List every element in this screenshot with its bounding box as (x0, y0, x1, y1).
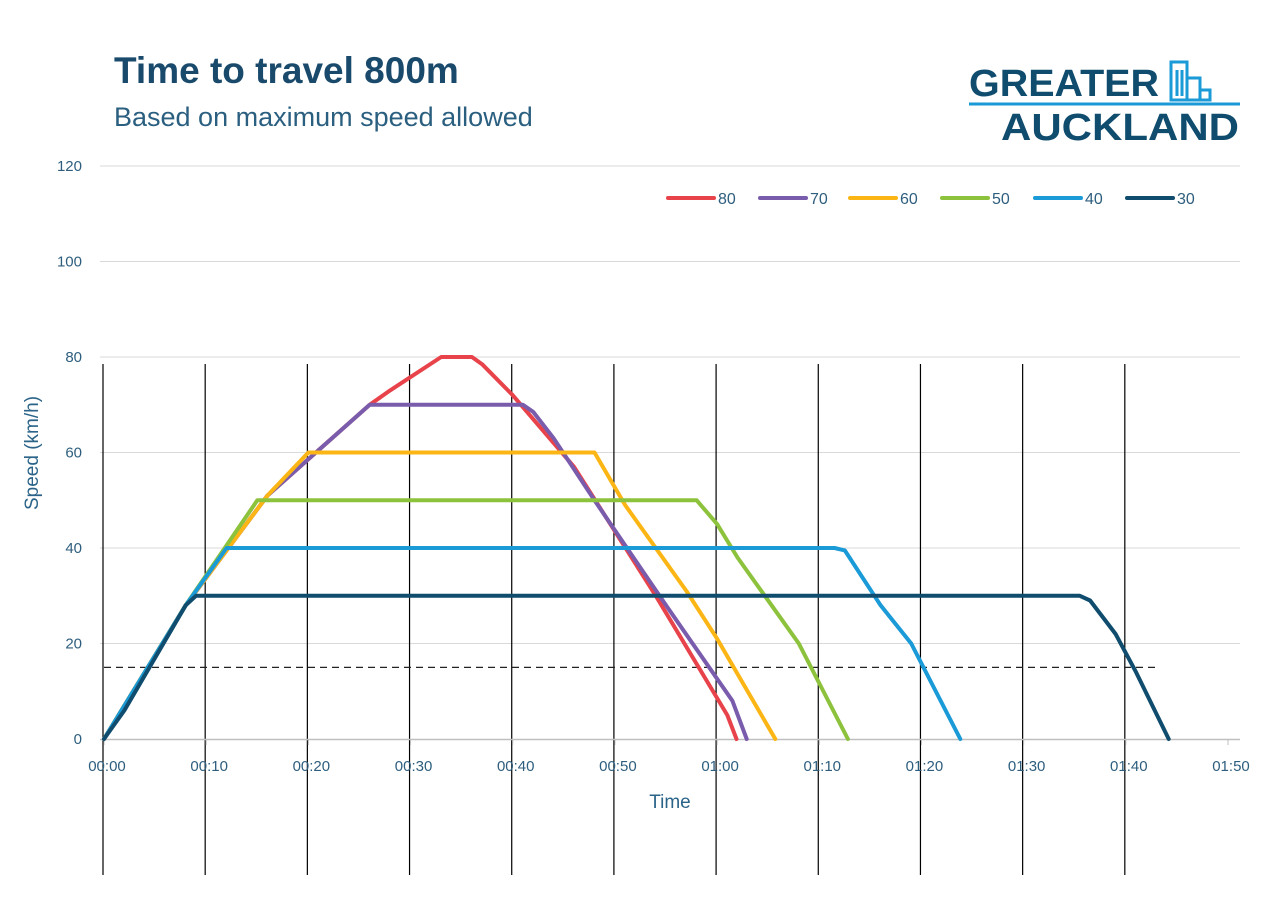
series-line-70 (102, 402, 749, 741)
logo-line2: AUCKLAND (1001, 107, 1239, 146)
series-lines (102, 355, 1171, 741)
x-axis-title: Time (649, 792, 691, 813)
x-axis (100, 738, 1240, 745)
y-tick-label: 60 (65, 445, 82, 462)
x-tick-label: 00:00 (88, 758, 126, 775)
legend-label-50: 50 (992, 191, 1010, 208)
gridlines (100, 165, 1240, 644)
series-line-40 (102, 546, 963, 741)
y-tick-labels: 0 20 40 60 80 100 120 (57, 158, 82, 748)
greater-auckland-logo: GREATER AUCKLAND (969, 60, 1240, 146)
x-tick-label: 00:30 (395, 758, 433, 775)
x-tick-label: 00:50 (599, 758, 637, 775)
y-tick-label: 20 (65, 636, 82, 653)
legend-label-70: 70 (810, 191, 828, 208)
x-tick-label: 01:40 (1110, 758, 1148, 775)
logo-line1: GREATER (969, 63, 1159, 105)
city-buildings-icon (1169, 60, 1212, 102)
x-tick-label: 01:30 (1008, 758, 1046, 775)
vertical-time-markers (102, 364, 1126, 875)
y-tick-label: 100 (57, 254, 82, 271)
x-tick-label: 01:20 (906, 758, 944, 775)
legend-label-40: 40 (1085, 191, 1103, 208)
legend: 80 70 60 50 40 30 (666, 191, 1195, 208)
x-tick-label: 01:00 (701, 758, 739, 775)
series-line-30 (102, 593, 1171, 741)
x-tick-label: 01:10 (803, 758, 841, 775)
y-tick-label: 80 (65, 349, 82, 366)
legend-label-80: 80 (718, 191, 736, 208)
chart-title: Time to travel 800m (114, 50, 459, 91)
x-tick-labels: 00:00 00:10 00:20 00:30 00:40 00:50 01:00 01:10… (88, 758, 1250, 775)
x-tick-label: 01:50 (1212, 758, 1250, 775)
series-line-50 (102, 498, 850, 741)
y-tick-label: 0 (74, 731, 82, 748)
x-tick-label: 00:40 (497, 758, 535, 775)
y-tick-label: 120 (57, 158, 82, 175)
x-tick-label: 00:10 (190, 758, 228, 775)
legend-label-30: 30 (1177, 191, 1195, 208)
y-axis-title: Speed (km/h) (22, 396, 43, 510)
x-tick-label: 00:20 (293, 758, 331, 775)
chart-subtitle: Based on maximum speed allowed (114, 102, 533, 132)
y-tick-label: 40 (65, 540, 82, 557)
legend-label-60: 60 (900, 191, 918, 208)
